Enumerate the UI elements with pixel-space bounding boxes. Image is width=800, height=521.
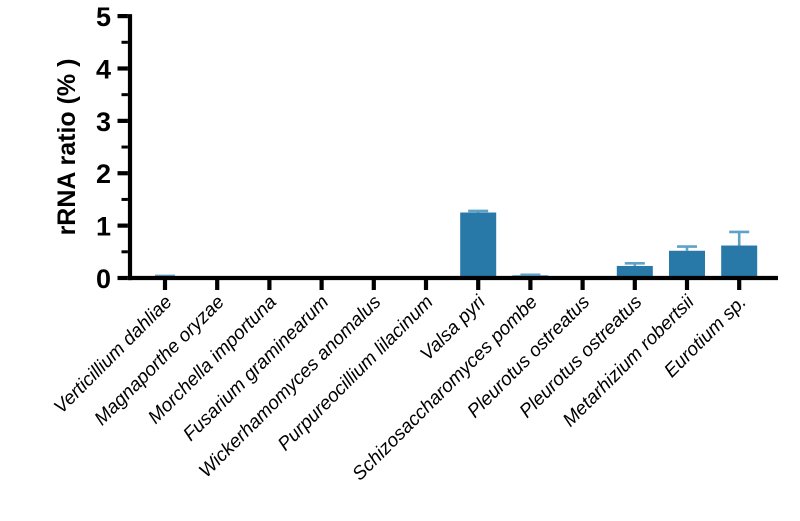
bar — [460, 212, 497, 280]
y-tick-label: 2 — [96, 159, 111, 189]
y-tick-label: 5 — [96, 2, 111, 32]
y-tick-label: 1 — [96, 212, 111, 242]
y-tick-label: 3 — [96, 107, 111, 137]
y-tick-label: 0 — [96, 264, 111, 294]
bar — [669, 250, 705, 280]
bar — [721, 245, 758, 280]
y-tick-label: 4 — [96, 54, 111, 84]
y-axis-title: rRNA ratio (% ) — [53, 59, 81, 236]
